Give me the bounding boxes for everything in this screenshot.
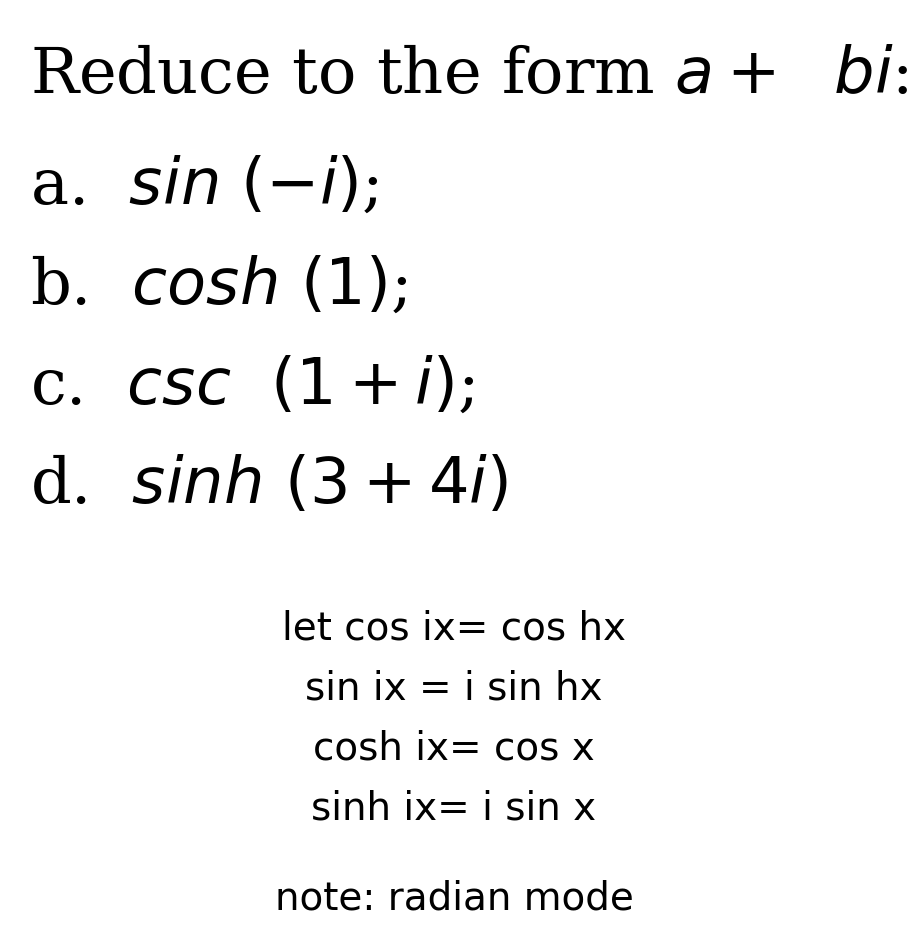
Text: let cos ix= cos hx: let cos ix= cos hx bbox=[282, 610, 626, 648]
Text: d.  $\mathit{sinh}$ $(3 + 4i)$: d. $\mathit{sinh}$ $(3 + 4i)$ bbox=[30, 455, 508, 516]
Text: cosh ix= cos x: cosh ix= cos x bbox=[313, 730, 595, 768]
Text: a.  $\mathit{sin}$ $(-i)$;: a. $\mathit{sin}$ $(-i)$; bbox=[30, 155, 379, 216]
Text: sinh ix= i sin x: sinh ix= i sin x bbox=[311, 790, 597, 828]
Text: note: radian mode: note: radian mode bbox=[274, 880, 634, 918]
Text: c.  $\mathit{csc}$  $(1 + i)$;: c. $\mathit{csc}$ $(1 + i)$; bbox=[30, 355, 475, 417]
Text: Reduce to the form $a +~~ bi$:: Reduce to the form $a +~~ bi$: bbox=[30, 45, 908, 106]
Text: sin ix = i sin hx: sin ix = i sin hx bbox=[305, 670, 603, 708]
Text: b.  $\mathit{cosh}$ $(1)$;: b. $\mathit{cosh}$ $(1)$; bbox=[30, 255, 408, 317]
